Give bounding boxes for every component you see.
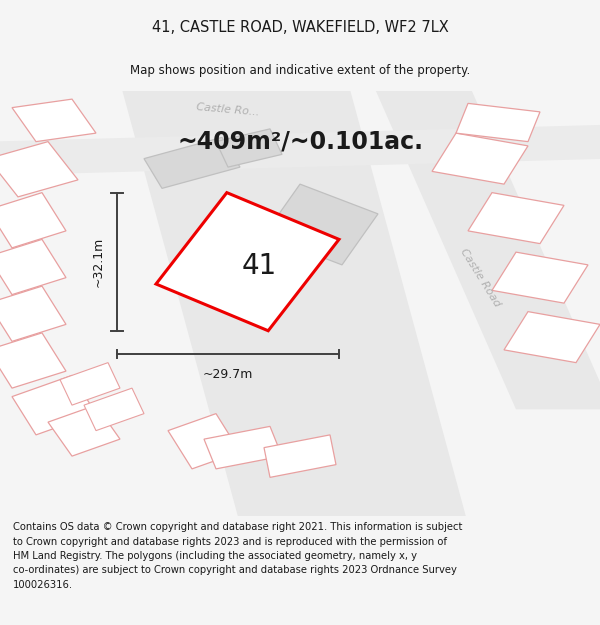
Polygon shape xyxy=(492,252,588,303)
Text: Castle Ro...: Castle Ro... xyxy=(196,102,260,118)
Polygon shape xyxy=(12,99,96,142)
Polygon shape xyxy=(468,192,564,244)
Polygon shape xyxy=(168,414,240,469)
Polygon shape xyxy=(264,435,336,478)
Polygon shape xyxy=(144,138,240,188)
Polygon shape xyxy=(0,333,66,388)
Polygon shape xyxy=(456,103,540,142)
Polygon shape xyxy=(432,133,528,184)
Text: Castle Road: Castle Road xyxy=(458,247,502,309)
Polygon shape xyxy=(0,142,78,197)
Text: 41: 41 xyxy=(242,252,277,280)
Polygon shape xyxy=(264,184,378,265)
Polygon shape xyxy=(204,426,282,469)
Polygon shape xyxy=(372,82,600,409)
Polygon shape xyxy=(0,124,600,176)
Text: Map shows position and indicative extent of the property.: Map shows position and indicative extent… xyxy=(130,64,470,77)
Polygon shape xyxy=(156,192,339,331)
Polygon shape xyxy=(60,362,120,405)
Polygon shape xyxy=(12,376,96,435)
Polygon shape xyxy=(0,239,66,294)
Text: ~32.1m: ~32.1m xyxy=(91,236,104,287)
Polygon shape xyxy=(216,129,282,167)
Text: ~409m²/~0.101ac.: ~409m²/~0.101ac. xyxy=(177,129,423,154)
Text: ~29.7m: ~29.7m xyxy=(203,368,253,381)
Text: 41, CASTLE ROAD, WAKEFIELD, WF2 7LX: 41, CASTLE ROAD, WAKEFIELD, WF2 7LX xyxy=(152,19,448,34)
Polygon shape xyxy=(0,192,66,248)
Polygon shape xyxy=(48,405,120,456)
Polygon shape xyxy=(120,82,468,524)
Polygon shape xyxy=(84,388,144,431)
Text: Contains OS data © Crown copyright and database right 2021. This information is : Contains OS data © Crown copyright and d… xyxy=(13,522,463,590)
Polygon shape xyxy=(0,286,66,341)
Polygon shape xyxy=(504,312,600,362)
